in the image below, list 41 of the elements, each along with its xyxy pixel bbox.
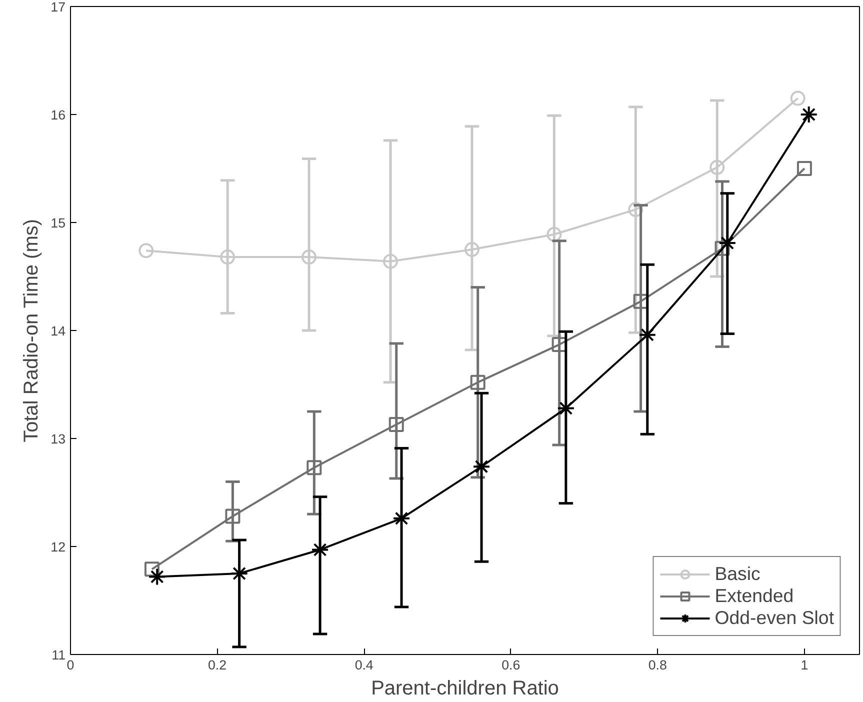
- point: [306, 460, 322, 476]
- legend-label: Odd-even Slot: [714, 607, 834, 629]
- x-tick-label: 0.2: [208, 658, 227, 672]
- point: [302, 250, 317, 265]
- y-tick-label: 12: [50, 540, 66, 554]
- point: [800, 106, 818, 124]
- point: [220, 250, 236, 265]
- y-tick-label: 11: [52, 648, 66, 662]
- point: [144, 562, 160, 577]
- y-tick-label: 13: [50, 432, 66, 446]
- point: [790, 90, 806, 106]
- point: [464, 242, 480, 257]
- y-tick-label: 15: [50, 216, 66, 230]
- y-tick-label: 16: [50, 108, 66, 122]
- point: [628, 202, 644, 218]
- x-tick-label: 1: [800, 658, 808, 672]
- point: [383, 254, 398, 269]
- point: [638, 326, 656, 344]
- point: [148, 568, 166, 586]
- y-tick-label: 17: [50, 0, 66, 14]
- point: [388, 416, 404, 432]
- x-tick-label: 0.8: [648, 658, 667, 672]
- point: [470, 374, 486, 390]
- point: [138, 243, 154, 258]
- x-tick-label: 0.6: [502, 658, 520, 672]
- point: [710, 160, 725, 175]
- point: [546, 226, 562, 242]
- point: [556, 399, 575, 418]
- legend-label: Basic: [714, 563, 760, 585]
- y-axis-title: Total Radio-on Time (ms): [20, 218, 43, 442]
- point: [225, 508, 240, 524]
- point: [311, 540, 330, 559]
- x-axis-title: Parent-children Ratio: [371, 678, 559, 700]
- legend-label: Extended: [714, 585, 794, 607]
- point: [230, 564, 248, 582]
- point: [796, 161, 812, 176]
- x-tick-label: 0.4: [354, 658, 374, 672]
- x-tick-label: 0: [66, 658, 74, 672]
- y-tick-label: 14: [50, 324, 66, 338]
- point: [714, 240, 730, 256]
- point: [718, 234, 736, 252]
